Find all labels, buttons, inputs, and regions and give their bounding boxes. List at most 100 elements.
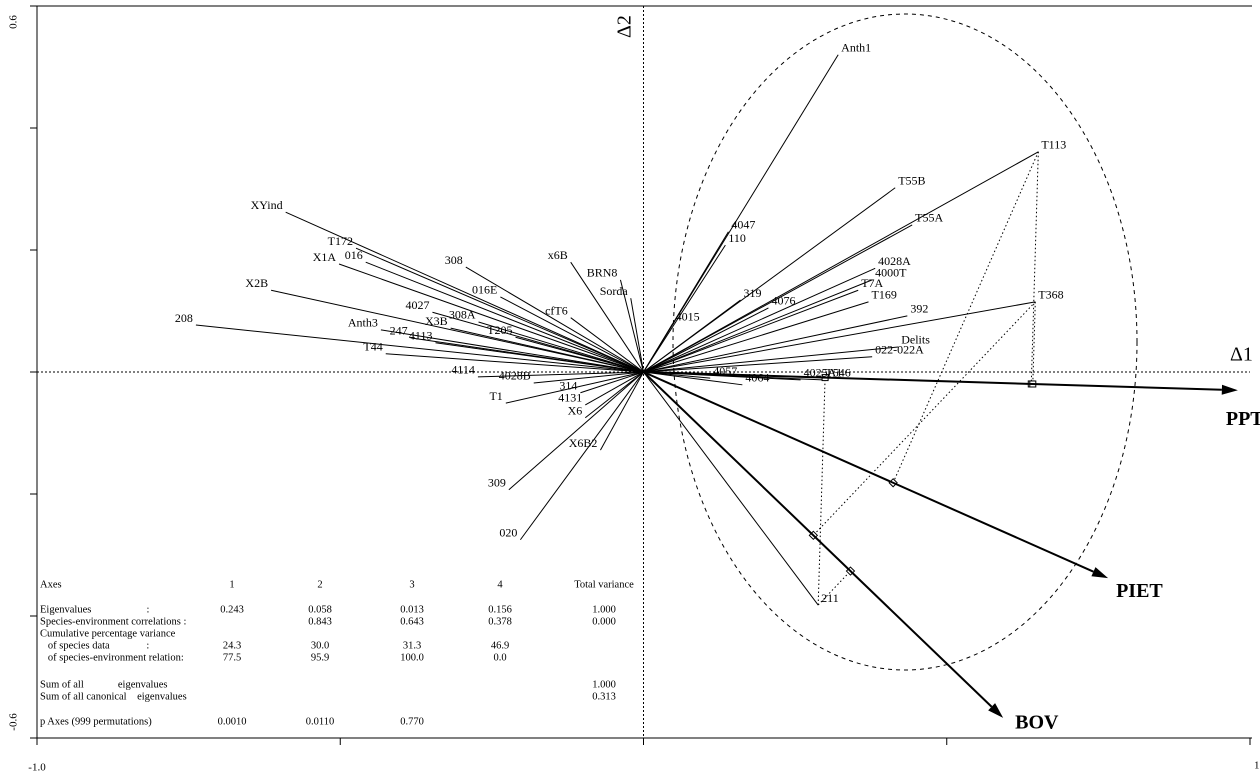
table-cell: Species-environment correlations : bbox=[40, 616, 186, 627]
species-label: 4000T bbox=[875, 266, 907, 280]
x-tick-label: 1 bbox=[1254, 760, 1260, 772]
table-cell: 77.5 bbox=[223, 652, 241, 663]
environment-arrow bbox=[643, 371, 1094, 573]
arrow-head bbox=[988, 703, 1004, 718]
table-cell: p Axes (999 permutations) bbox=[40, 716, 152, 727]
species-vector bbox=[585, 371, 644, 406]
arrow-head bbox=[1091, 567, 1109, 579]
species-label: T169 bbox=[872, 288, 897, 302]
species-label: 309 bbox=[488, 475, 506, 489]
species-vector bbox=[643, 323, 674, 373]
table-header: Axes bbox=[40, 579, 62, 590]
species-vector bbox=[338, 263, 644, 373]
species-label: 4027 bbox=[405, 298, 429, 312]
species-label: X2B bbox=[245, 276, 268, 290]
species-label: 4076 bbox=[771, 294, 795, 308]
species-vector bbox=[477, 371, 644, 378]
species-label: 4113 bbox=[409, 328, 433, 342]
table-header: 4 bbox=[497, 579, 503, 590]
species-label: 4114 bbox=[451, 363, 475, 377]
species-vector bbox=[630, 298, 644, 373]
table-cell: 0.313 bbox=[592, 691, 616, 702]
table-cell: 0.058 bbox=[308, 604, 332, 615]
species-vector bbox=[584, 371, 644, 419]
species-vector bbox=[643, 267, 876, 373]
species-label: 308A bbox=[449, 308, 476, 322]
table-cell: 0.0 bbox=[493, 652, 506, 663]
species-vector bbox=[643, 315, 908, 373]
table-cell: Sum of all canonical eigenvalues bbox=[40, 691, 187, 702]
species-label: 4047 bbox=[731, 217, 755, 231]
table-cell: 0.0110 bbox=[306, 716, 335, 727]
species-label: 020 bbox=[499, 526, 517, 540]
species-label: Anth1 bbox=[841, 41, 871, 55]
environment-label: PIET bbox=[1116, 580, 1163, 602]
y-axis-label: Δ2 bbox=[614, 15, 636, 38]
table-cell: 30.0 bbox=[311, 640, 329, 651]
species-vector bbox=[570, 261, 644, 373]
arrow-head bbox=[1221, 384, 1238, 395]
y-tick-label: -0.6 bbox=[8, 713, 20, 731]
species-vector bbox=[465, 266, 644, 373]
species-label: T1 bbox=[489, 389, 502, 403]
species-vector bbox=[365, 261, 644, 373]
species-vector bbox=[643, 244, 726, 373]
species-label: 016E bbox=[472, 283, 497, 297]
species-label: Sorda bbox=[600, 284, 629, 298]
table-cell: 0.770 bbox=[400, 716, 424, 727]
species-vector bbox=[380, 329, 644, 373]
species-vector bbox=[500, 296, 644, 373]
table-header: Total variance bbox=[574, 579, 634, 590]
species-vector bbox=[643, 371, 819, 606]
species-label: 247 bbox=[390, 324, 408, 338]
table-cell: 0.643 bbox=[400, 616, 424, 627]
table-cell: 0.0010 bbox=[218, 716, 247, 727]
species-label: 392 bbox=[910, 302, 928, 316]
species-vector bbox=[385, 353, 644, 373]
species-label: Delits bbox=[901, 333, 930, 347]
species-label: cfT6 bbox=[545, 303, 568, 317]
species-label: 4028B bbox=[499, 369, 531, 383]
species-label: X6 bbox=[568, 404, 583, 418]
species-vector bbox=[643, 289, 859, 373]
species-label: T7A bbox=[861, 276, 883, 290]
species-vector bbox=[643, 224, 913, 373]
species-label: Anth3 bbox=[348, 316, 378, 330]
table-cell: of species-environment relation: bbox=[40, 652, 184, 663]
environment-label: BOV bbox=[1015, 711, 1059, 733]
table-cell: of species data : bbox=[40, 640, 149, 651]
ellipse bbox=[672, 13, 1138, 671]
species-label: BRN8 bbox=[587, 266, 618, 280]
species-vector bbox=[643, 356, 873, 373]
environment-arrow bbox=[643, 371, 1222, 391]
species-vector bbox=[515, 336, 644, 373]
species-label: T546 bbox=[825, 366, 850, 380]
environment-label: PPT bbox=[1226, 408, 1260, 430]
species-vector bbox=[285, 211, 644, 373]
species-label: 4028A bbox=[878, 254, 911, 268]
species-label: 022-022A bbox=[875, 343, 924, 357]
species-vector bbox=[533, 371, 644, 384]
species-label: X6B2 bbox=[569, 436, 598, 450]
species-vector bbox=[643, 371, 743, 386]
table-cell: 0.013 bbox=[400, 604, 424, 615]
species-label: x6B bbox=[548, 248, 568, 262]
x-tick-label: -1.0 bbox=[28, 762, 46, 774]
y-tick-label: 0.6 bbox=[8, 15, 20, 29]
projection-line bbox=[817, 377, 826, 606]
table-cell: 1.000 bbox=[592, 679, 616, 690]
table-header: 3 bbox=[409, 579, 414, 590]
species-vector bbox=[580, 371, 644, 394]
species-label: 4131 bbox=[558, 391, 582, 405]
species-vector bbox=[450, 327, 644, 373]
species-label: 319 bbox=[744, 286, 762, 300]
table-cell: 46.9 bbox=[491, 640, 509, 651]
species-label: X1A bbox=[313, 250, 337, 264]
table-cell: 0.156 bbox=[488, 604, 512, 615]
projection-line bbox=[1032, 301, 1036, 385]
species-vector bbox=[519, 371, 644, 541]
table-cell: 1.000 bbox=[592, 604, 616, 615]
table-cell: 0.378 bbox=[488, 616, 512, 627]
species-vector bbox=[355, 247, 644, 373]
species-vector bbox=[435, 342, 644, 373]
